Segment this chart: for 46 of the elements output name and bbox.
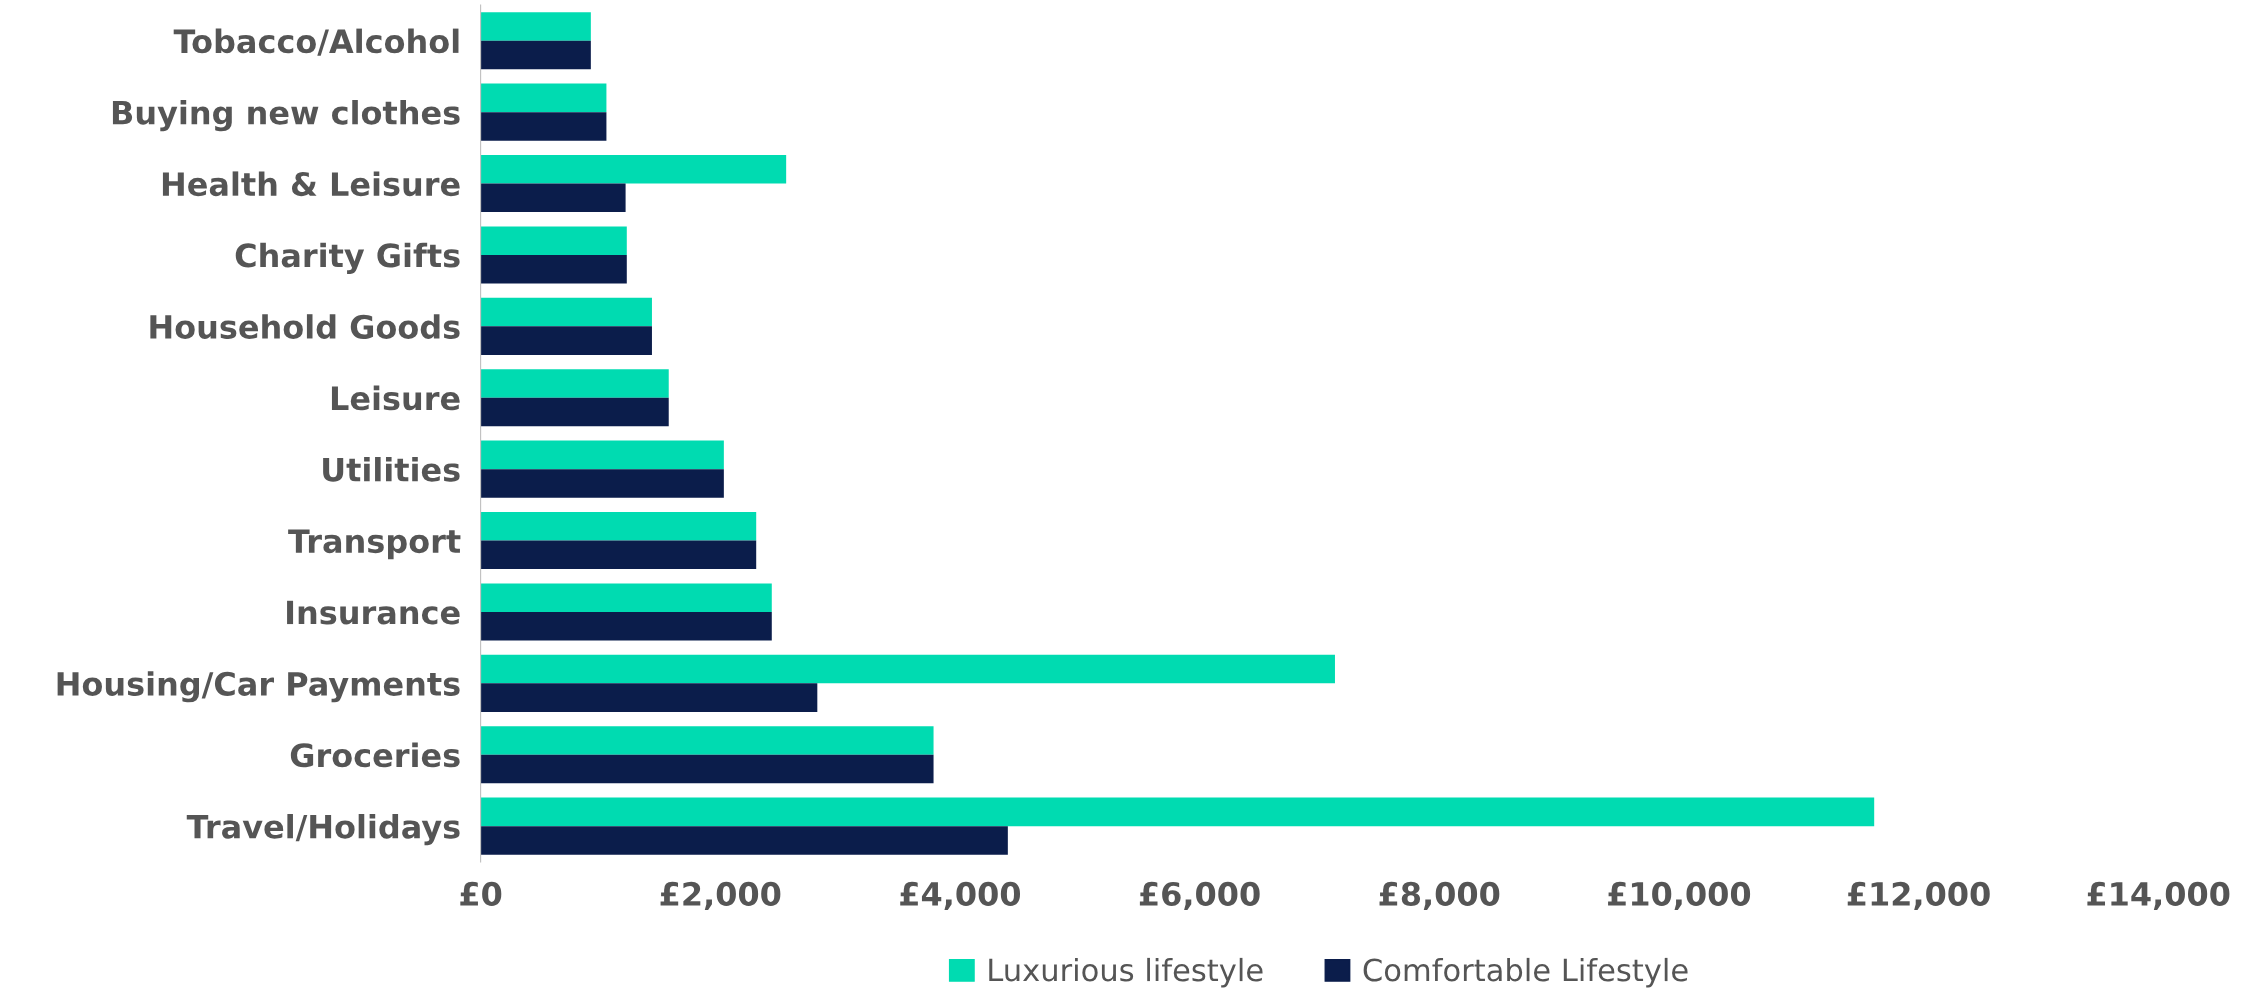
bar <box>480 326 652 355</box>
bar <box>480 12 591 41</box>
bar <box>480 583 772 612</box>
y-tick-label: Insurance <box>287 600 460 625</box>
legend-label: Luxurious lifestyle <box>989 957 1263 988</box>
bar <box>480 183 626 213</box>
bar <box>480 397 669 427</box>
y-tick-label: Leisure <box>331 385 460 411</box>
x-tick-label: £0 <box>460 881 502 907</box>
x-tick-label: £6,000 <box>1139 881 1260 911</box>
bar <box>480 797 1875 827</box>
bar <box>480 611 772 641</box>
bar <box>480 112 607 141</box>
bar <box>480 469 724 498</box>
y-tick-label: Transport <box>288 529 461 560</box>
bar <box>480 440 724 470</box>
y-tick-label: Travel/Holidays <box>186 814 460 846</box>
bar <box>480 369 669 398</box>
bar <box>480 683 818 712</box>
bar <box>480 254 627 284</box>
bar <box>480 297 652 327</box>
y-tick-label: Housing/Car Payments <box>57 671 460 703</box>
bar <box>480 826 1008 855</box>
bar <box>480 754 934 784</box>
bar <box>480 40 591 70</box>
y-tick-label: Household Goods <box>150 314 460 339</box>
legend-label: Comfortable Lifestyle <box>1363 957 1688 988</box>
y-tick-label: Groceries <box>290 742 460 768</box>
bar <box>480 83 607 113</box>
bar <box>480 726 934 755</box>
y-tick-label: Utilities <box>323 457 460 482</box>
x-tick-label: £8,000 <box>1379 881 1500 911</box>
y-tick-label: Charity Gifts <box>235 242 460 274</box>
y-tick-label: Buying new clothes <box>112 100 460 132</box>
bar <box>480 511 757 541</box>
x-tick-label: £10,000 <box>1608 881 1751 911</box>
x-tick-label: £14,000 <box>2087 881 2230 911</box>
bar <box>480 154 787 184</box>
y-tick-label: Health & Leisure <box>162 171 460 197</box>
x-tick-label: £4,000 <box>900 881 1021 911</box>
bar <box>480 654 1335 684</box>
bar <box>480 540 757 570</box>
bar <box>480 226 627 255</box>
y-tick-label: Tobacco/Alcohol <box>173 28 459 56</box>
x-tick-label: £2,000 <box>660 881 781 911</box>
x-tick-label: £12,000 <box>1847 881 1990 911</box>
